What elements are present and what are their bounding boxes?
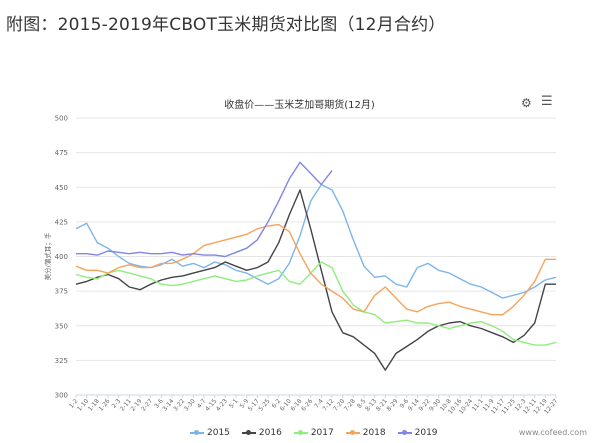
- legend-swatch: [241, 430, 256, 435]
- x-tick-label: 2-3: [111, 398, 123, 410]
- legend-label: 2018: [362, 428, 386, 438]
- watermark: www.cofeed.com: [518, 428, 587, 437]
- series-line-2016: [75, 189, 556, 371]
- legend-label: 2017: [310, 428, 334, 438]
- x-tick-label: 1-2: [68, 398, 80, 410]
- menu-icon[interactable]: ☰: [541, 94, 553, 109]
- series-line-2017: [75, 261, 557, 346]
- y-tick-label: 350: [55, 322, 68, 330]
- legend-item-2017[interactable]: 2017: [293, 428, 334, 438]
- chart-legend: 2015 2016 2017 2018 2019: [190, 428, 438, 438]
- chart-title: 收盘价——玉米芝加哥期货(12月): [224, 100, 375, 111]
- legend-item-2015[interactable]: 2015: [190, 428, 230, 438]
- series-line-2018: [75, 223, 556, 316]
- series-line-2015: [75, 183, 557, 299]
- series-line-2019: [76, 161, 333, 258]
- legend-label: 2015: [207, 428, 230, 438]
- gear-icon[interactable]: ⚙: [521, 96, 532, 110]
- x-tick-label: 5-9: [239, 398, 251, 410]
- line-chart: 300 325 350 375 400 425 450 475 500 1-21-101-181…: [43, 115, 560, 416]
- chart-grid: [76, 117, 556, 396]
- y-tick-label: 325: [55, 357, 68, 365]
- legend-item-2019[interactable]: 2019: [397, 428, 438, 438]
- legend-swatch: [190, 430, 204, 435]
- legend-swatch: [397, 430, 412, 435]
- y-tick-label: 375: [55, 288, 68, 296]
- legend-label: 2016: [258, 428, 282, 438]
- legend-item-2016[interactable]: 2016: [241, 428, 282, 438]
- legend-label: 2019: [414, 428, 438, 438]
- x-tick-label: 8-5: [356, 398, 368, 410]
- legend-swatch: [345, 430, 360, 435]
- x-tick-label: 3-6: [153, 398, 165, 410]
- y-tick-label: 475: [55, 149, 68, 157]
- legend-swatch: [293, 430, 308, 435]
- y-tick-label: 300: [55, 392, 68, 400]
- y-axis-label: 美分/蒲式耳；手: [43, 232, 52, 280]
- y-tick-label: 425: [55, 218, 68, 226]
- chart-series: [75, 161, 557, 371]
- x-axis: 1-21-101-181-262-32-112-192-273-63-143-2…: [68, 394, 560, 416]
- y-tick-label: 400: [55, 253, 68, 261]
- x-tick-label: 4-7: [196, 398, 208, 410]
- y-tick-label: 500: [55, 115, 68, 123]
- legend-item-2018[interactable]: 2018: [345, 428, 386, 438]
- x-tick-label: 6-2: [271, 398, 283, 410]
- x-tick-label: 5-1: [228, 398, 240, 410]
- chart-container: 300 325 350 375 400 425 450 475 500 1-2 1-10 1-18 1…: [0, 90, 599, 443]
- y-tick-label: 450: [55, 184, 68, 192]
- y-axis: 300 325 350 375 400 425 450 475 500: [55, 115, 68, 400]
- x-tick-label: 9-6: [399, 398, 411, 410]
- page-caption: 附图：2015-2019年CBOT玉米期货对比图（12月合约）: [6, 15, 446, 35]
- x-tick-label: 7-4: [313, 398, 325, 410]
